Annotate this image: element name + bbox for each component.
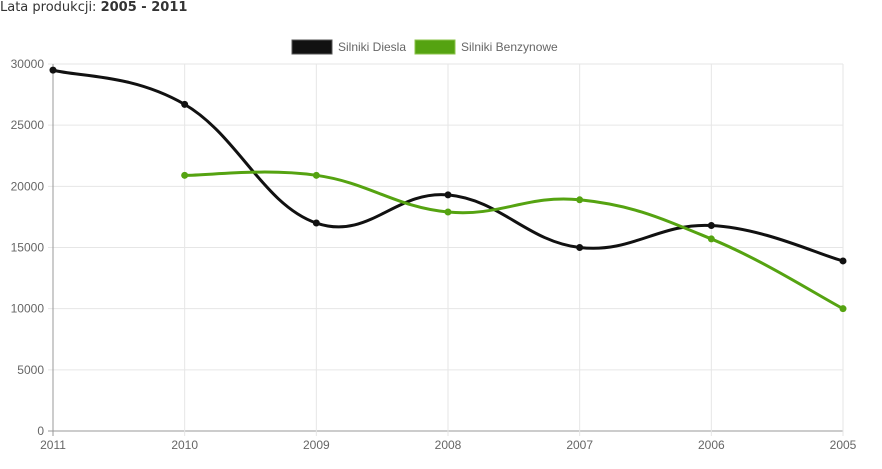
x-tick-label: 2008 xyxy=(435,438,462,452)
data-point xyxy=(839,305,847,313)
y-tick-label: 0 xyxy=(37,424,44,438)
y-tick-label: 10000 xyxy=(11,302,45,316)
production-years-header: Lata produkcji: 2005 - 2011 xyxy=(0,0,187,15)
data-point xyxy=(312,219,320,227)
x-tick-label: 2009 xyxy=(303,438,330,452)
x-tick-label: 2007 xyxy=(566,438,593,452)
year-separator: - xyxy=(136,0,152,15)
year-to: 2011 xyxy=(151,0,188,15)
y-tick-label: 25000 xyxy=(11,118,45,132)
year-from: 2005 xyxy=(100,0,137,15)
series-line-1 xyxy=(184,170,844,310)
header-label: Lata produkcji: xyxy=(0,0,97,15)
y-tick-label: 20000 xyxy=(11,179,45,193)
legend-label: Silniki Diesla xyxy=(338,40,406,54)
data-point xyxy=(576,196,584,204)
data-point xyxy=(181,100,189,108)
y-tick-label: 5000 xyxy=(17,363,44,377)
data-point xyxy=(576,244,584,251)
y-tick-label: 30000 xyxy=(11,57,45,71)
legend-swatch xyxy=(414,39,456,55)
x-tick-label: 2006 xyxy=(698,438,725,452)
legend-swatch xyxy=(291,39,333,55)
data-point xyxy=(312,171,320,179)
y-tick-label: 15000 xyxy=(11,241,45,255)
data-point xyxy=(444,208,452,216)
data-point xyxy=(49,66,57,74)
data-point xyxy=(707,235,715,243)
legend-label: Silniki Benzynowe xyxy=(461,40,558,54)
data-point xyxy=(444,191,452,199)
data-point xyxy=(707,221,715,229)
data-point xyxy=(181,171,189,179)
data-point xyxy=(839,257,847,265)
x-tick-label: 2010 xyxy=(171,438,198,452)
x-tick-label: 2011 xyxy=(40,438,66,452)
x-tick-label: 2005 xyxy=(830,438,857,452)
